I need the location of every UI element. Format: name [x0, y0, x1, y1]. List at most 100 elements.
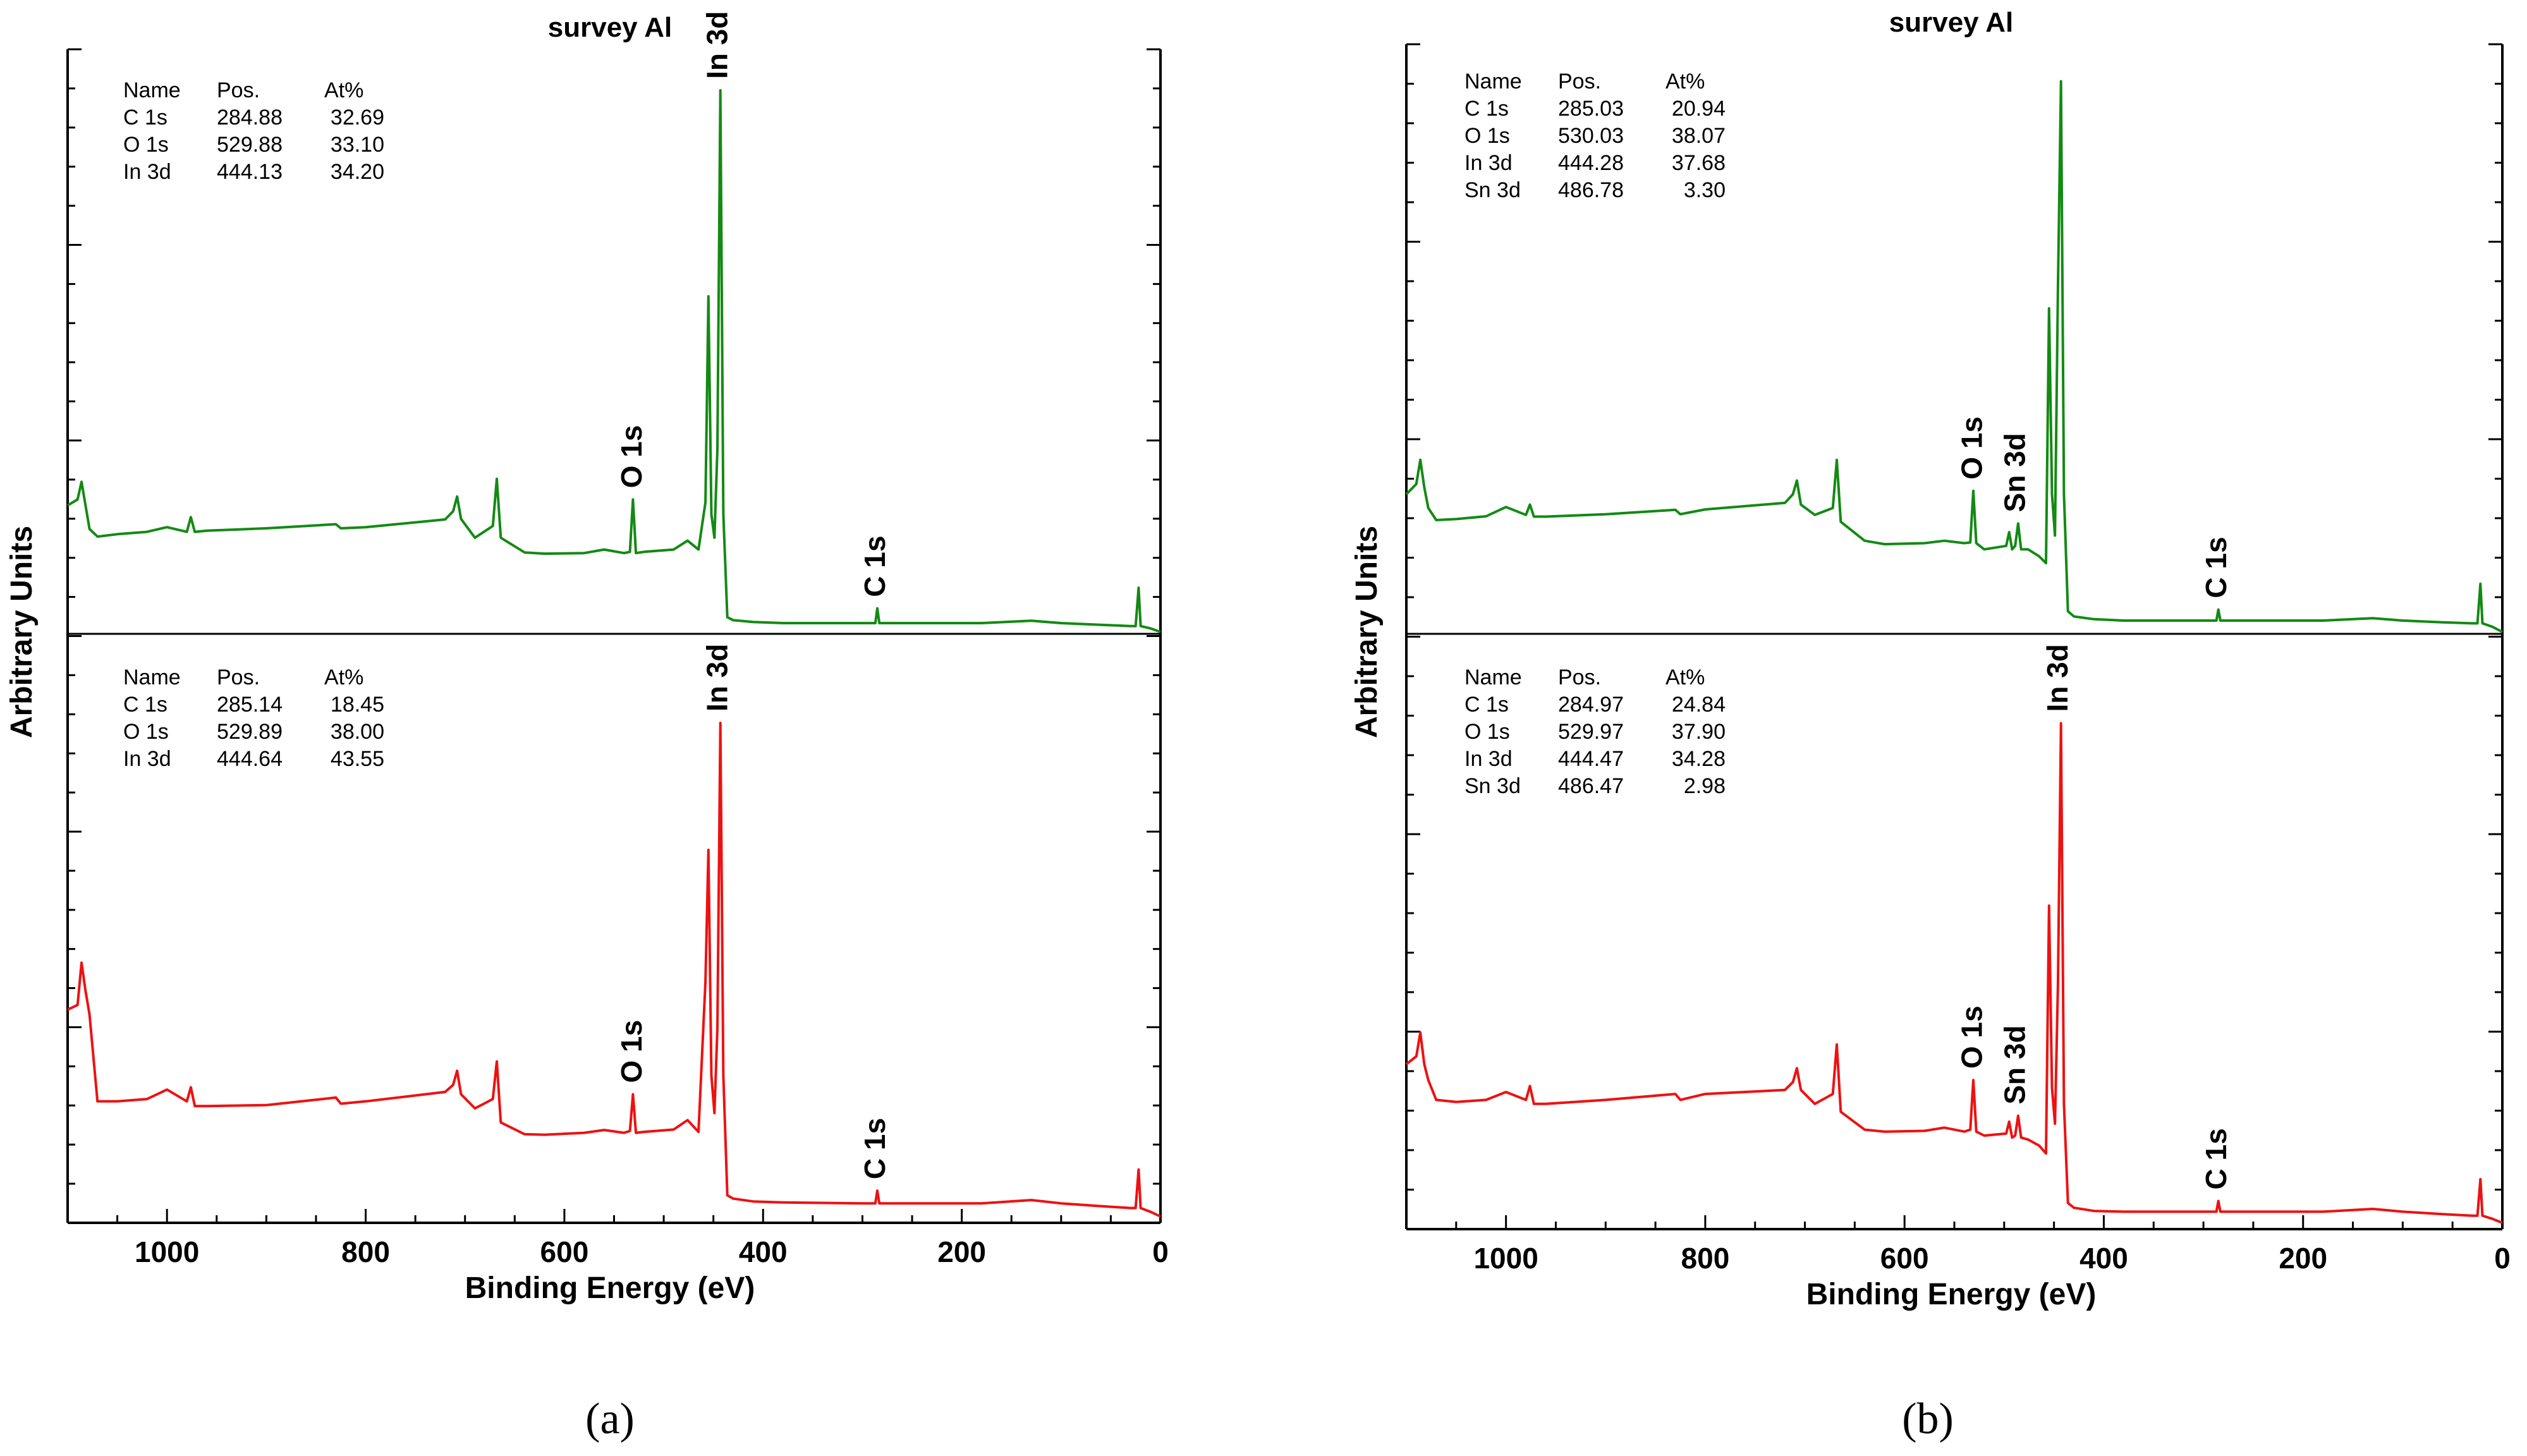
peak-label: Sn 3d	[1998, 433, 2031, 512]
peak-label: C 1s	[858, 536, 891, 597]
chart-title: survey Al	[1889, 7, 2013, 38]
table-cell: 38.00	[331, 720, 384, 744]
spectra	[1405, 80, 2503, 1224]
table-header-cell: Pos.	[217, 78, 260, 102]
table-cell: 444.28	[1558, 151, 1624, 175]
spectrum-line	[67, 722, 1161, 1218]
table-header-cell: At%	[324, 78, 363, 102]
peak-label: O 1s	[1956, 416, 1988, 480]
table-header-cell: At%	[1665, 665, 1705, 689]
table-header-cell: At%	[1665, 70, 1705, 94]
table-cell: 37.90	[1672, 720, 1726, 744]
panel-a: survey Al Arbitrary Units Binding Energy…	[5, 11, 1169, 1443]
table-cell: 43.55	[331, 747, 384, 771]
table-cell: 34.28	[1672, 747, 1726, 771]
table-header-cell: Pos.	[1558, 665, 1601, 689]
spectra	[66, 88, 1161, 1218]
table-cell: 38.07	[1672, 124, 1726, 148]
x-tick-label: 200	[937, 1235, 986, 1268]
quantification-tables: Name Pos. At% C 1s 284.88 32.69 O 1s 529.88 33.1…	[123, 78, 384, 771]
spectrum-line	[66, 88, 1161, 633]
table-cell: In 3d	[1464, 151, 1513, 175]
x-tick-label: 600	[1880, 1242, 1929, 1275]
x-tick-label: 1000	[1473, 1242, 1538, 1275]
chart-title: survey Al	[548, 12, 672, 43]
table-cell: 32.69	[331, 106, 384, 130]
x-tick-label: 200	[2279, 1242, 2327, 1275]
table-cell: 37.68	[1672, 151, 1726, 175]
table-cell: 444.64	[217, 747, 283, 771]
table-cell: O 1s	[123, 133, 169, 157]
table-cell: In 3d	[123, 747, 171, 771]
table-cell: C 1s	[123, 693, 167, 717]
y-axis-label: Arbitrary Units	[5, 526, 39, 738]
table-cell: 24.84	[1672, 693, 1726, 717]
table-cell: 20.94	[1672, 97, 1726, 121]
table-cell: 284.97	[1558, 693, 1624, 717]
x-tick-label: 400	[739, 1235, 788, 1268]
peak-label: O 1s	[615, 425, 648, 488]
table-cell: C 1s	[1464, 693, 1509, 717]
table-cell: Sn 3d	[1464, 774, 1521, 798]
x-tick-label: 800	[341, 1235, 390, 1268]
table-header-cell: Name	[1464, 665, 1522, 689]
peak-label: In 3d	[700, 11, 733, 79]
peak-label: C 1s	[2200, 537, 2232, 598]
spectrum-line	[1405, 80, 2503, 633]
table-cell: C 1s	[123, 106, 167, 130]
table-cell: O 1s	[1464, 124, 1510, 148]
x-tick-label: 0	[1152, 1235, 1169, 1268]
peak-label: In 3d	[700, 644, 733, 712]
panel-caption: (a)	[585, 1395, 635, 1443]
table-cell: 444.13	[217, 160, 283, 184]
table-cell: 33.10	[331, 133, 384, 157]
table-header-cell: Name	[123, 665, 181, 689]
x-tick-label: 800	[1681, 1242, 1730, 1275]
table-cell: 529.97	[1558, 720, 1624, 744]
table-cell: 284.88	[217, 106, 283, 130]
peak-label: In 3d	[2041, 644, 2074, 712]
y-axis-label: Arbitrary Units	[1350, 526, 1384, 738]
spectrum-line	[1405, 722, 2503, 1224]
table-cell: 2.98	[1684, 774, 1726, 798]
table-cell: 486.78	[1558, 178, 1624, 202]
table-cell: 3.30	[1684, 178, 1726, 202]
table-cell: 486.47	[1558, 774, 1624, 798]
axes: 1000 800 600 400 200 0	[66, 48, 1169, 1268]
table-cell: C 1s	[1464, 97, 1509, 121]
panel-b: survey Al Arbitrary Units Binding Energy…	[1350, 7, 2511, 1443]
peak-labels: In 3d O 1s C 1s In 3d O 1s C 1s	[615, 11, 891, 1180]
table-cell: 18.45	[331, 693, 384, 717]
panel-caption: (b)	[1902, 1395, 1954, 1443]
x-tick-label: 0	[2494, 1242, 2511, 1275]
x-tick-label: 400	[2079, 1242, 2128, 1275]
table-cell: In 3d	[1464, 747, 1513, 771]
table-cell: 529.89	[217, 720, 283, 744]
peak-label: C 1s	[2200, 1128, 2232, 1189]
axes: 1000 800 600 400 200 0	[1405, 43, 2511, 1275]
table-cell: Sn 3d	[1464, 178, 1521, 202]
peak-label: O 1s	[615, 1020, 648, 1083]
quantification-tables: Name Pos. At% C 1s 285.03 20.94 O 1s 530.03 38.0…	[1464, 70, 1726, 798]
peak-label: C 1s	[858, 1118, 891, 1179]
table-header-cell: Pos.	[217, 665, 260, 689]
table-header-cell: At%	[324, 665, 363, 689]
table-cell: O 1s	[1464, 720, 1510, 744]
table-cell: 285.03	[1558, 97, 1624, 121]
x-tick-label: 1000	[135, 1235, 199, 1268]
table-header-cell: Name	[123, 78, 181, 102]
table-header-cell: Name	[1464, 70, 1522, 94]
table-cell: 530.03	[1558, 124, 1624, 148]
table-cell: 529.88	[217, 133, 283, 157]
table-cell: 444.47	[1558, 747, 1624, 771]
x-axis-label: Binding Energy (eV)	[465, 1271, 755, 1305]
x-tick-label: 600	[540, 1235, 589, 1268]
table-header-cell: Pos.	[1558, 70, 1601, 94]
peak-labels: O 1s Sn 3d C 1s In 3d O 1s Sn 3d C 1s	[1956, 416, 2232, 1190]
table-cell: 285.14	[217, 693, 283, 717]
table-cell: 34.20	[331, 160, 384, 184]
table-cell: In 3d	[123, 160, 171, 184]
peak-label: O 1s	[1956, 1005, 1988, 1069]
peak-label: Sn 3d	[1998, 1025, 2031, 1104]
